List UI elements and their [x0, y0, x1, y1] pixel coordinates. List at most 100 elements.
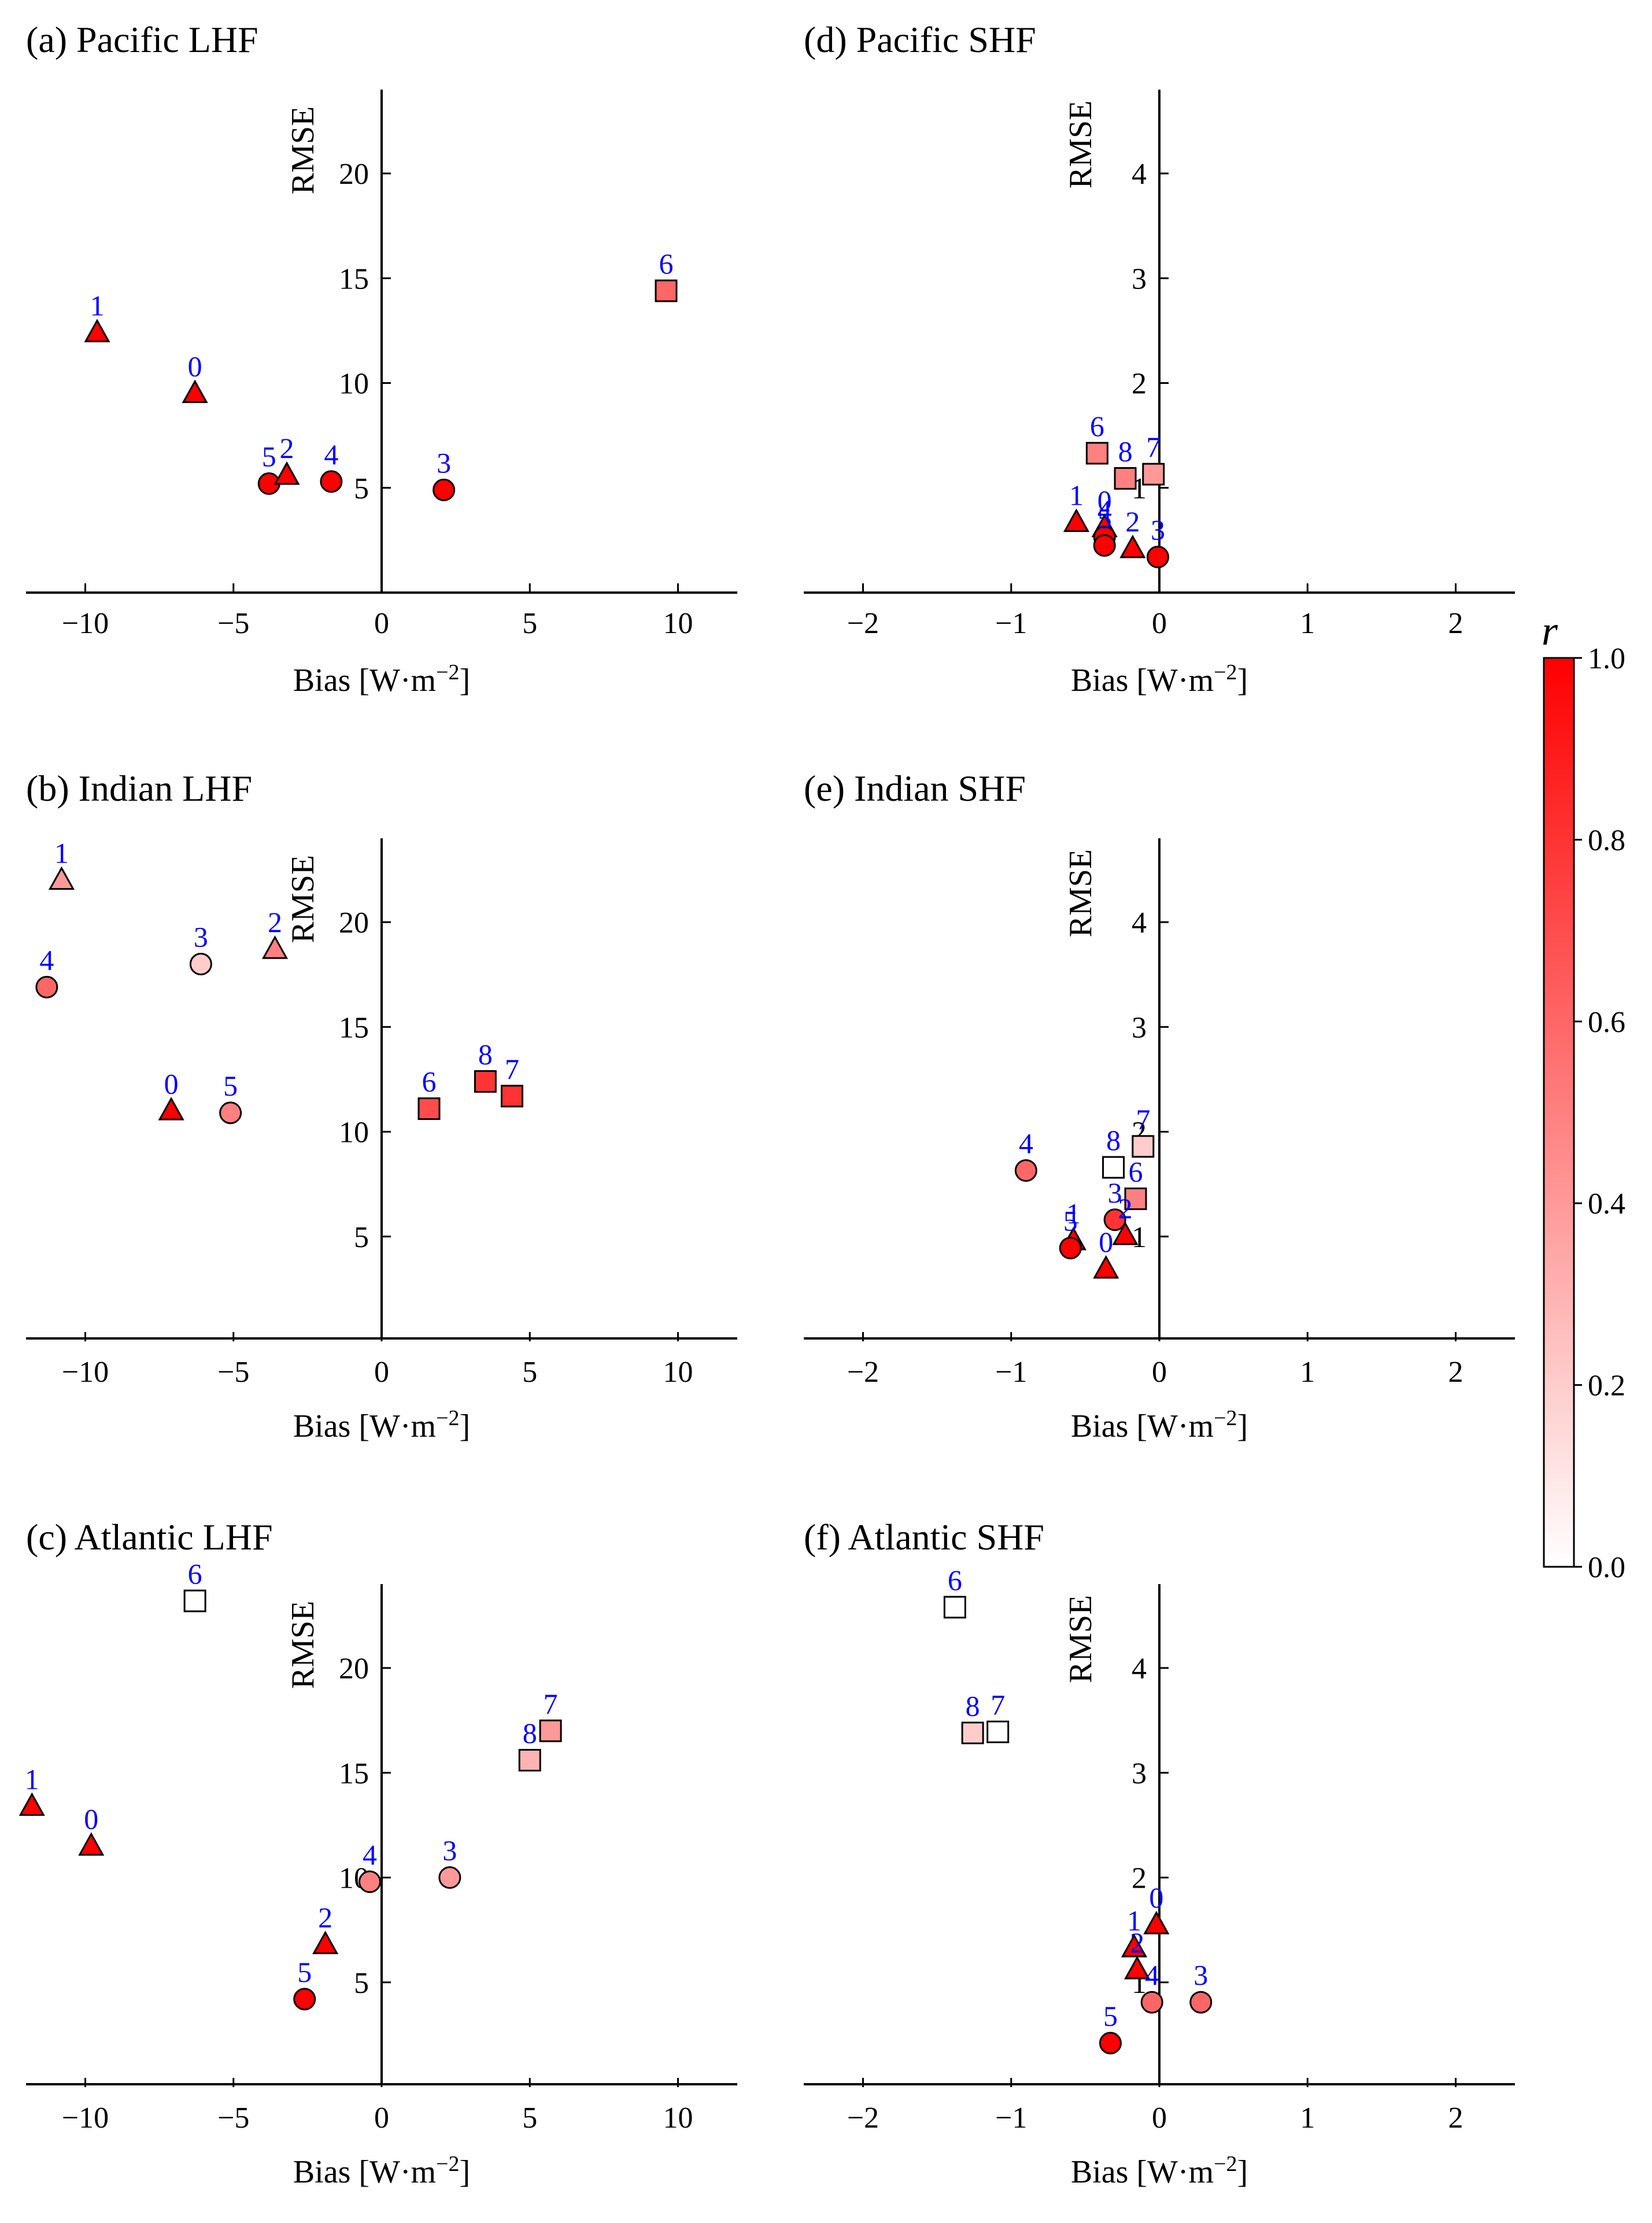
x-tick-label: −1 — [995, 1356, 1027, 1389]
point-marker-circle — [320, 470, 343, 493]
point-label: 3 — [1108, 1177, 1122, 1209]
point-label: 6 — [1090, 410, 1104, 442]
x-axis-label: Bias [W·m−2] — [1071, 2152, 1248, 2190]
point-marker-square — [183, 1589, 206, 1612]
x-axis-label: Bias [W·m−2] — [293, 660, 470, 698]
point-label: 8 — [478, 1038, 493, 1071]
colorbar-tick-label: 1.0 — [1588, 642, 1625, 675]
x-tick-label: 2 — [1448, 607, 1463, 640]
x-tick-label: −2 — [847, 607, 879, 640]
point-label: 7 — [1136, 1103, 1150, 1135]
point-label: 0 — [1149, 1881, 1163, 1914]
point-label: 7 — [505, 1053, 519, 1085]
y-tick-label: 20 — [339, 158, 369, 191]
point-marker-circle — [433, 478, 456, 501]
x-tick-label: −5 — [217, 2102, 249, 2135]
point-marker-square — [986, 1721, 1010, 1744]
point-label: 1 — [1127, 1904, 1141, 1937]
x-tick-label: 1 — [1300, 1356, 1315, 1389]
point-label: 2 — [268, 906, 282, 938]
point-label: 3 — [1193, 1959, 1208, 1991]
x-tick-label: 0 — [1152, 607, 1167, 640]
point-marker-circle — [219, 1101, 242, 1125]
point-label: 6 — [948, 1564, 962, 1596]
point-marker-triangle — [1063, 508, 1090, 532]
point-marker-circle — [1014, 1159, 1037, 1182]
point-marker-square — [518, 1749, 541, 1771]
x-axis-label: Bias [W·m−2] — [293, 1406, 470, 1444]
point-label: 7 — [991, 1689, 1005, 1721]
colorbar-tick-label: 0.2 — [1588, 1370, 1625, 1403]
colorbar: r 0.0 0.2 0.4 0.6 0.8 1.0 — [1542, 608, 1625, 1584]
point-label: 2 — [1118, 1192, 1133, 1225]
point-marker-circle — [35, 975, 58, 998]
point-marker-square — [539, 1719, 562, 1743]
y-tick-label: 4 — [1132, 1652, 1147, 1685]
y-tick-label: 15 — [339, 1757, 369, 1790]
point-label: 3 — [194, 921, 208, 953]
point-marker-circle — [438, 1866, 461, 1889]
point-label: 0 — [164, 1067, 179, 1100]
point-label: 7 — [1146, 431, 1161, 463]
y-axis-label: RMSE — [1063, 849, 1099, 938]
point-label: 5 — [1103, 2000, 1118, 2032]
point-label: 6 — [422, 1066, 437, 1098]
colorbar-label: r — [1542, 608, 1558, 654]
panel-title: (b) Indian LHF — [26, 768, 252, 809]
point-label: 4 — [1097, 494, 1112, 526]
point-label: 3 — [437, 446, 451, 479]
point-label: 1 — [1069, 479, 1084, 512]
x-tick-label: −2 — [847, 2102, 879, 2135]
x-tick-label: 0 — [1152, 1356, 1167, 1389]
point-label: 1 — [90, 290, 105, 322]
point-marker-triangle — [1124, 1955, 1151, 1980]
point-marker-square — [1114, 467, 1137, 490]
y-tick-label: 2 — [1132, 1862, 1147, 1895]
point-marker-square — [501, 1085, 523, 1108]
point-label: 1 — [54, 837, 69, 870]
point-marker-triangle — [1121, 1933, 1147, 1958]
point-marker-circle — [359, 1870, 381, 1893]
point-label: 0 — [188, 350, 202, 383]
colorbar-gradient — [1543, 657, 1575, 1568]
point-marker-square — [1085, 442, 1108, 465]
y-tick-label: 4 — [1132, 158, 1147, 191]
y-tick-label: 10 — [339, 368, 369, 401]
point-marker-circle — [189, 953, 212, 975]
point-label: 6 — [1129, 1156, 1143, 1188]
point-label: 4 — [324, 438, 338, 471]
x-tick-label: −10 — [62, 1356, 109, 1389]
colorbar-tick-label: 0.8 — [1588, 824, 1625, 857]
point-label: 4 — [363, 1839, 377, 1871]
point-marker-triangle — [1093, 1255, 1119, 1279]
panel-title: (f) Atlantic SHF — [804, 1516, 1044, 1558]
x-tick-label: 5 — [522, 1356, 537, 1389]
point-label: 1 — [1066, 1197, 1081, 1230]
point-label: 2 — [318, 1902, 332, 1934]
point-marker-circle — [1059, 1237, 1082, 1260]
x-axis-label: Bias [W·m−2] — [293, 2152, 470, 2190]
y-tick-label: 3 — [1132, 262, 1147, 295]
point-label: 4 — [39, 944, 54, 976]
y-axis-label: RMSE — [1063, 101, 1099, 189]
point-marker-triangle — [19, 1792, 45, 1816]
x-tick-label: 10 — [663, 2102, 693, 2135]
point-label: 2 — [1125, 505, 1140, 538]
point-marker-triangle — [48, 866, 75, 890]
point-marker-square — [655, 279, 678, 302]
point-label: 5 — [1063, 1205, 1078, 1237]
point-marker-square — [417, 1097, 441, 1120]
point-marker-triangle — [78, 1832, 105, 1856]
y-axis-label: RMSE — [285, 106, 321, 195]
point-label: 6 — [659, 247, 674, 280]
panel-title: (c) Atlantic LHF — [26, 1516, 273, 1558]
